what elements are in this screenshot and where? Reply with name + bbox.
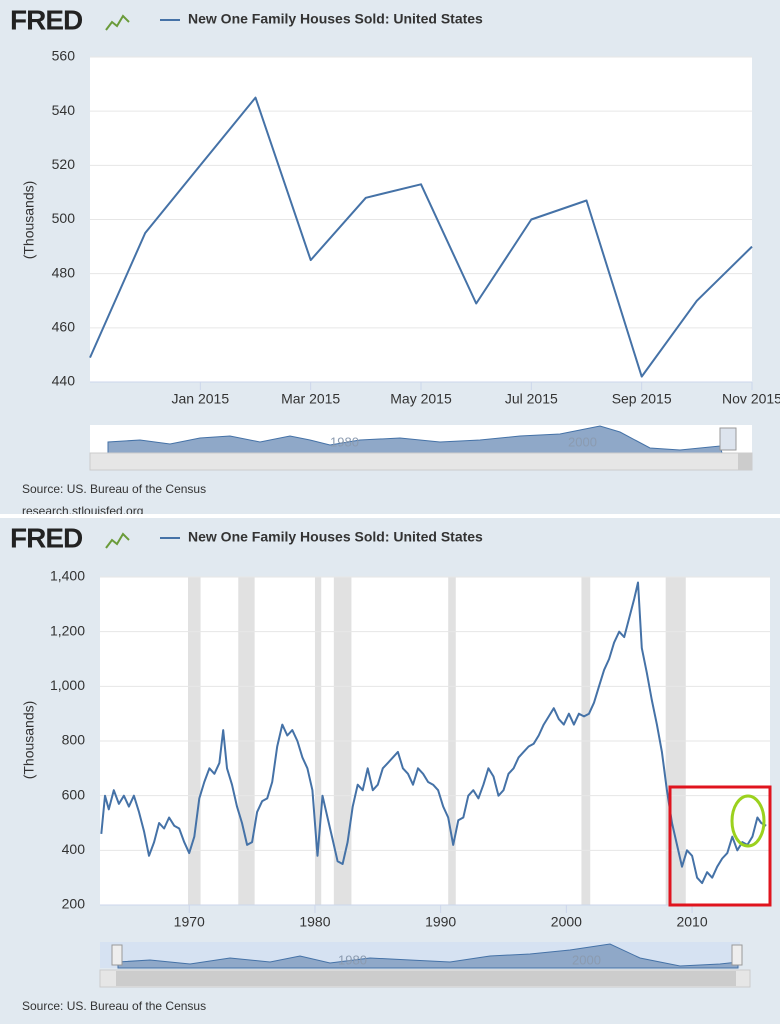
y-axis-title: (Thousands) (21, 181, 37, 260)
navigator-area (117, 943, 739, 969)
x-tick-label: Mar 2015 (281, 391, 340, 407)
panel-separator (0, 514, 780, 518)
navigator-label: 2000 (568, 434, 597, 449)
scrollbar-thumb[interactable] (738, 453, 752, 470)
y-tick-label: 600 (62, 786, 86, 802)
y-tick-label: 500 (52, 210, 76, 226)
y-tick-label: 400 (62, 841, 86, 857)
navigator-label: 2000 (572, 952, 601, 967)
logo-icon (105, 532, 130, 549)
navigator-label: 1980 (338, 952, 367, 967)
x-tick-label: 1970 (174, 914, 205, 930)
x-tick-label: Jan 2015 (172, 391, 230, 407)
y-tick-label: 460 (52, 319, 76, 335)
y-tick-label: 560 (52, 48, 76, 64)
logo: FRED (10, 522, 83, 553)
logo: FRED (10, 4, 83, 35)
navigator-handle[interactable] (719, 427, 737, 451)
navigator (89, 425, 753, 988)
highlight-ellipse (730, 794, 766, 848)
y-tick-label: 1,400 (50, 568, 85, 584)
legend-label: New One Family Houses Sold: United State… (188, 529, 483, 545)
x-tick-label: Nov 2015 (722, 391, 780, 407)
x-tick-label: 1990 (425, 914, 456, 930)
navigator-area (107, 425, 723, 454)
y-tick-label: 800 (62, 732, 86, 748)
y-tick-label: 520 (52, 156, 76, 172)
y-tick-label: 1,000 (50, 677, 85, 693)
x-tick-label: May 2015 (390, 391, 452, 407)
navigator-handle[interactable] (111, 944, 123, 966)
y-tick-label: 540 (52, 102, 76, 118)
source: Source: US. Bureau of the Census (22, 482, 206, 496)
data-line (89, 96, 753, 378)
x-tick-label: 2010 (676, 914, 707, 930)
x-tick-label: Sep 2015 (612, 391, 672, 407)
x-tick-label: 2000 (551, 914, 582, 930)
legend-label: New One Family Houses Sold: United State… (188, 11, 483, 27)
y-tick-label: 480 (52, 264, 76, 280)
navigator-label: 1980 (330, 434, 359, 449)
y-tick-label: 440 (52, 373, 76, 389)
highlight-box (668, 785, 772, 907)
scrollbar[interactable] (89, 452, 753, 471)
source: Source: US. Bureau of the Census (22, 999, 206, 1013)
x-tick-label: 1980 (299, 914, 330, 930)
data-line (100, 581, 767, 885)
x-tick-label: Jul 2015 (505, 391, 558, 407)
y-axis-title: (Thousands) (21, 701, 37, 780)
y-tick-label: 1,200 (50, 622, 85, 638)
logo-icon (105, 14, 130, 31)
y-tick-label: 200 (62, 896, 86, 912)
scrollbar-thumb[interactable] (116, 971, 736, 986)
navigator-handle[interactable] (731, 944, 743, 966)
